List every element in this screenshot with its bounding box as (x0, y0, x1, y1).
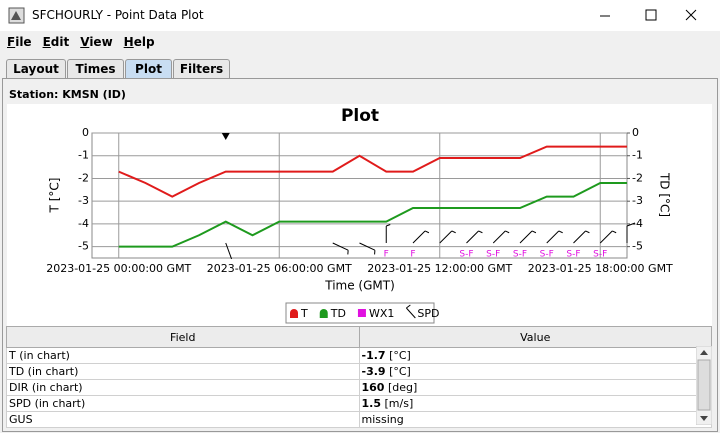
tab[interactable]: Filters (173, 59, 230, 79)
field-cell: GUS (6, 411, 360, 428)
y-tick-label: -2 (78, 171, 89, 184)
weather-label: S-F (459, 250, 473, 260)
value-unit: [°C] (389, 349, 411, 362)
value-unit: [deg] (387, 381, 418, 394)
wind-barb (599, 230, 617, 244)
wind-barb (439, 230, 456, 244)
menu-item[interactable]: View (80, 35, 113, 49)
value-cell: -3.9 [°C] (358, 363, 712, 380)
window-controls[interactable] (580, 0, 720, 31)
column-header[interactable]: Field (6, 326, 360, 348)
weather-label: S-F (513, 250, 527, 260)
y2-tick-label: -5 (632, 240, 643, 253)
value-number: 1.5 (361, 397, 382, 410)
title-bar: SFCHOURLY - Point Data Plot (0, 0, 720, 31)
y2-tick-label: 0 (632, 126, 639, 139)
menu-bar: File Edit View Help (0, 31, 720, 53)
menu-item[interactable]: Help (123, 35, 155, 49)
y2-tick-label: -1 (632, 149, 643, 162)
weather-label: S-F (593, 250, 607, 260)
legend-label: SPD (417, 307, 439, 320)
menu-item[interactable]: Edit (42, 35, 70, 49)
value-unit: [°C] (389, 365, 411, 378)
chart-title: Plot (341, 106, 379, 126)
station-label: Station: KMSN (ID) (9, 88, 126, 101)
legend: T TD WX1 SPD (285, 302, 439, 324)
y2-tick-label: -2 (632, 171, 643, 184)
weather-label: F (384, 250, 389, 260)
tab[interactable]: Plot (125, 59, 172, 79)
chart: Plot Time (GMT) T [°C] TD [°C] 0 -1 -2 -3 -4… (7, 104, 712, 326)
y-tick-label: -5 (78, 240, 89, 253)
field-cell: DIR (in chart) (6, 379, 360, 396)
value-text: missing (361, 413, 404, 426)
legend-label: T (300, 307, 308, 320)
table-row[interactable]: SPD (in chart) 1.5 [m/s] (6, 395, 712, 412)
wind-barb (492, 230, 510, 244)
series-line (118, 145, 627, 198)
wind-barb (573, 230, 590, 244)
x-tick-label: 2023-01-25 18:00:00 GMT (528, 262, 673, 275)
legend-swatch (319, 309, 328, 318)
legend-label: WX1 (369, 307, 394, 320)
value-cell: 160 [deg] (358, 379, 712, 396)
value-cell: -1.7 [°C] (358, 347, 712, 364)
value-number: 160 (361, 381, 385, 394)
menu-item[interactable]: File (7, 35, 32, 49)
legend-swatch (405, 304, 416, 319)
value-cell: 1.5 [m/s] (358, 395, 712, 412)
wind-barb (546, 230, 563, 244)
y-axis-title: T [°C] (48, 178, 62, 214)
wind-barb (359, 242, 376, 255)
legend-swatch (357, 309, 366, 317)
y-tick-label: -3 (78, 194, 89, 207)
cursor-marker (221, 133, 230, 140)
table-row[interactable]: GUS missing (6, 411, 712, 428)
value-cell: missing (358, 411, 712, 428)
table-row[interactable]: DIR (in chart) 160 [deg] (6, 379, 712, 396)
table-row[interactable]: TD (in chart) -3.9 [°C] (6, 363, 712, 380)
field-cell: SPD (in chart) (6, 395, 360, 412)
value-number: -3.9 (361, 365, 386, 378)
wind-barb (466, 230, 483, 244)
wind-barb (626, 222, 636, 243)
x-tick-label: 2023-01-25 12:00:00 GMT (367, 262, 512, 275)
field-cell: TD (in chart) (6, 363, 360, 380)
field-cell: T (in chart) (6, 347, 360, 364)
wind-barb (332, 242, 349, 255)
wind-barb (519, 230, 537, 244)
legend-label: TD (330, 307, 346, 320)
scrollbar[interactable] (696, 346, 712, 425)
window-title: SFCHOURLY - Point Data Plot (32, 8, 204, 22)
y-tick-label: -4 (78, 217, 89, 230)
weather-label: F (410, 250, 415, 260)
table-row[interactable]: T (in chart) -1.7 [°C] (6, 347, 712, 364)
legend-swatch (290, 309, 298, 318)
y2-tick-label: -4 (632, 217, 643, 230)
plot-area (91, 132, 628, 259)
series-line (118, 182, 627, 248)
x-tick-label: 2023-01-25 06:00:00 GMT (207, 262, 352, 275)
weather-label: S-F (566, 250, 580, 260)
tab[interactable]: Layout (6, 59, 66, 79)
y2-axis-title: TD [°C] (658, 172, 672, 217)
column-header[interactable]: Value (358, 326, 712, 348)
value-unit: [m/s] (384, 397, 414, 410)
wind-barb (225, 242, 233, 260)
weather-label: S-F (540, 250, 554, 260)
tab[interactable]: Times (67, 59, 124, 79)
app-icon (8, 7, 25, 24)
x-tick-label: 2023-01-25 00:00:00 GMT (46, 262, 191, 275)
wind-barb (412, 230, 430, 244)
y-tick-label: 0 (82, 126, 89, 139)
plot-panel (2, 78, 718, 432)
y-tick-label: -1 (78, 149, 89, 162)
x-axis-title: Time (GMT) (324, 279, 395, 293)
value-number: -1.7 (361, 349, 386, 362)
data-table: Field Value T (in chart) -1.7 [°C] TD (in ch… (6, 326, 712, 428)
wind-barb (385, 224, 391, 243)
y2-tick-label: -3 (632, 194, 643, 207)
weather-label: S-F (486, 250, 500, 260)
